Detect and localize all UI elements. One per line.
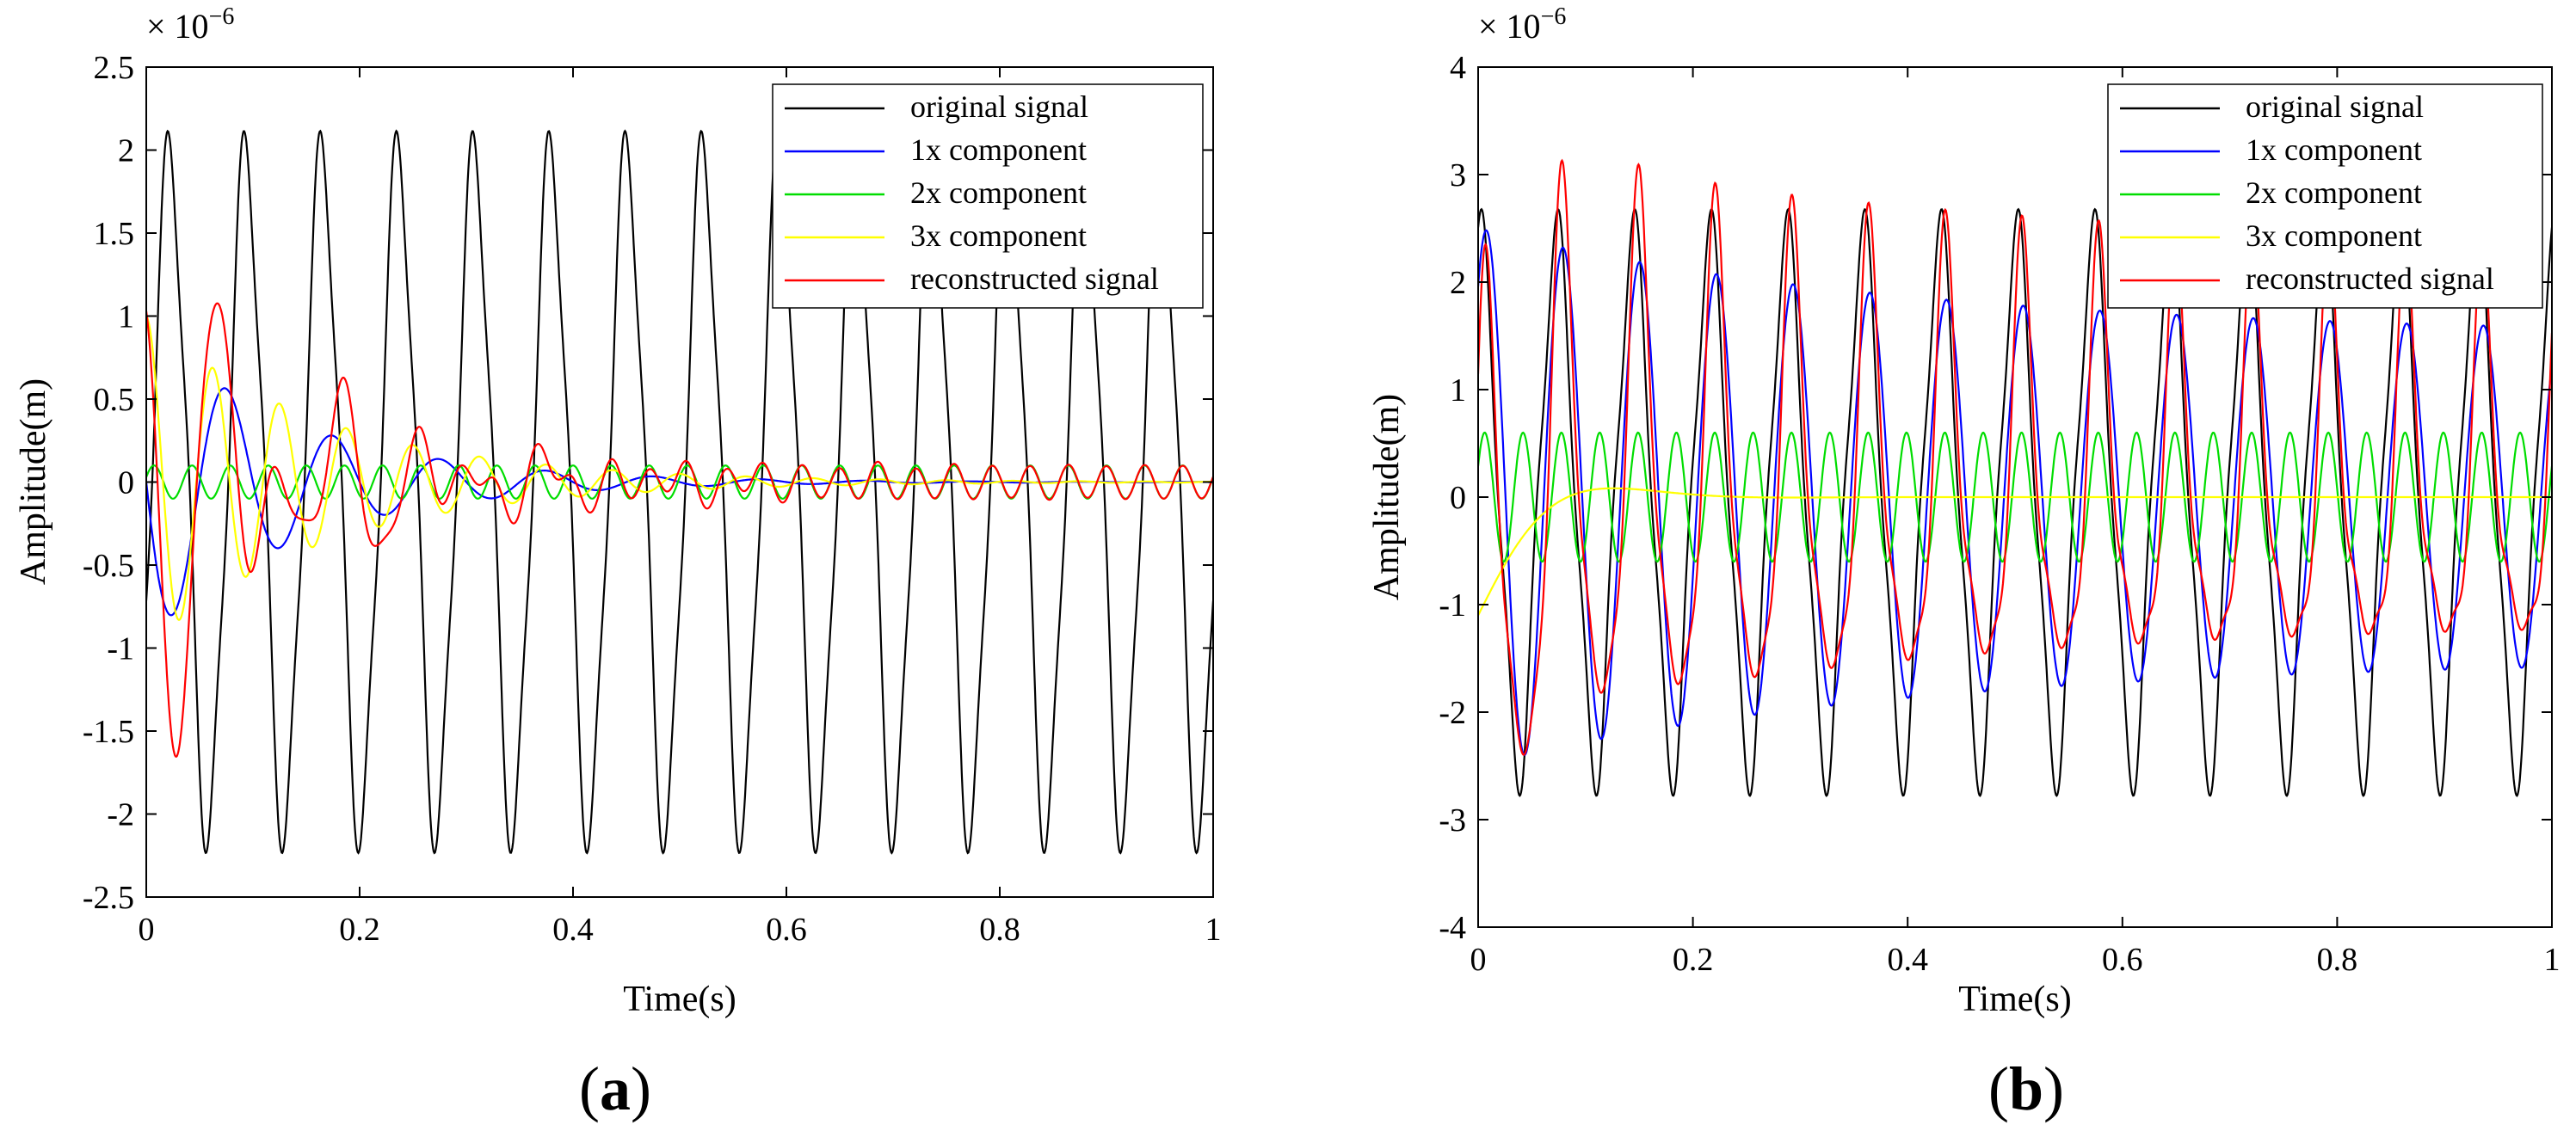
y-tick-label: 0 [1450,480,1466,516]
legend-entry-label: reconstructed signal [2246,261,2494,296]
legend-box-b [2107,83,2543,309]
y-tick-label: 3 [1450,157,1466,194]
legend-b: original signal 1x component 2x component 3… [2107,83,2543,309]
series-group-b [1478,158,2552,797]
legend-entry-label: 2x component [2246,175,2422,210]
panel-label-a: (a) [579,1054,651,1123]
y-tick-label: -2.5 [83,880,134,916]
y-tick-label: -3 [1439,802,1466,839]
y-tick-label: 1 [118,299,134,335]
y-tick-label: 2.5 [94,50,135,86]
x-tick-label: 0.8 [979,912,1020,948]
y-tick-label: 0 [118,465,134,501]
legend-items-b: original signal 1x component 2x component 3… [2120,89,2494,296]
x-tick-label: 0.6 [2102,942,2143,978]
series-line-reconstructed-signal-a [146,302,1213,759]
x-tick-label: 1 [2544,942,2561,978]
legend-entry-label: 3x component [2246,218,2422,253]
y-tick-label: 1 [1450,372,1466,409]
y-tick-label: -0.5 [83,548,134,584]
chart-panel-a: -2.5-2-1.5-1-0.500.511.522.5 0 0.2 0.4 0.6 0… [14,3,1222,1123]
series-line-original-signal-a [146,129,1213,855]
legend-entry-label: reconstructed signal [910,261,1159,296]
legend-entry-label: 1x component [2246,132,2422,167]
y-tick-label: 2 [1450,265,1466,301]
y-axis-label-b: Amplitude(m) [1367,394,1407,600]
y-axis-label-a: Amplitude(m) [14,378,53,585]
panel-label-b: (b) [1988,1054,2064,1123]
x-tick-label: 0.8 [2317,942,2358,978]
y-tick-label: 0.5 [94,382,135,418]
x-tick-label: 0 [1470,942,1487,978]
legend-entry-label: 2x component [910,175,1087,210]
y-tick-label: 4 [1450,50,1466,86]
legend-entry-label: 3x component [910,218,1087,253]
y-tick-label: 1.5 [94,216,135,252]
x-axis-ticks-a: 0 0.2 0.4 0.6 0.8 1 [139,67,1222,948]
x-axis-label-a: Time(s) [623,980,736,1019]
legend-a: original signal 1x component 2x component 3… [772,83,1204,309]
x-tick-label: 0.4 [552,912,594,948]
x-tick-label: 0.2 [1673,942,1714,978]
y-tick-label: -2 [107,797,134,833]
legend-entry-label: original signal [910,89,1088,124]
y-tick-label: -1.5 [83,714,134,750]
y-tick-label: -2 [1439,695,1466,731]
series-line-reconstructed-signal-b [1478,158,2552,756]
x-tick-label: 1 [1205,912,1222,948]
legend-items-a: original signal 1x component 2x component 3… [785,89,1159,296]
x-tick-label: 0.2 [339,912,380,948]
legend-box-a [772,83,1204,309]
x-tick-label: 0.6 [766,912,807,948]
y-scale-factor-a: × 10−6 [146,3,234,46]
y-axis-ticks-a: -2.5 -2 -1.5 -1 -0.5 0 0.5 1 1.5 2 2.5 [83,50,1213,916]
series-line-3x-component-a [146,315,1213,621]
y-tick-label: -1 [107,631,134,667]
y-axis-ticks-b: -4 -3 -2 -1 0 1 2 3 4 [1439,50,2552,946]
series-line-3x-component-b [1478,487,2552,617]
y-tick-label: -1 [1439,587,1466,624]
series-group-a [146,129,1213,855]
y-tick-label: -4 [1439,910,1466,946]
y-scale-factor-b: × 10−6 [1478,3,1566,46]
series-line-2x-component-b [1478,431,2552,563]
x-tick-label: 0.4 [1887,942,1928,978]
legend-entry-label: original signal [2246,89,2424,124]
chart-panel-b: -4 -3 -2 -1 0 1 2 3 4 0 0.2 0.4 0.6 0.8 1 × 10−6 Time… [1367,3,2561,1123]
legend-entry-label: 1x component [910,132,1087,167]
x-tick-label: 0 [139,912,155,948]
y-tick-label: 2 [118,133,134,169]
series-line-1x-component-b [1478,229,2552,756]
x-axis-label-b: Time(s) [1958,980,2071,1019]
x-axis-ticks-b: 0 0.2 0.4 0.6 0.8 1 [1470,67,2561,978]
